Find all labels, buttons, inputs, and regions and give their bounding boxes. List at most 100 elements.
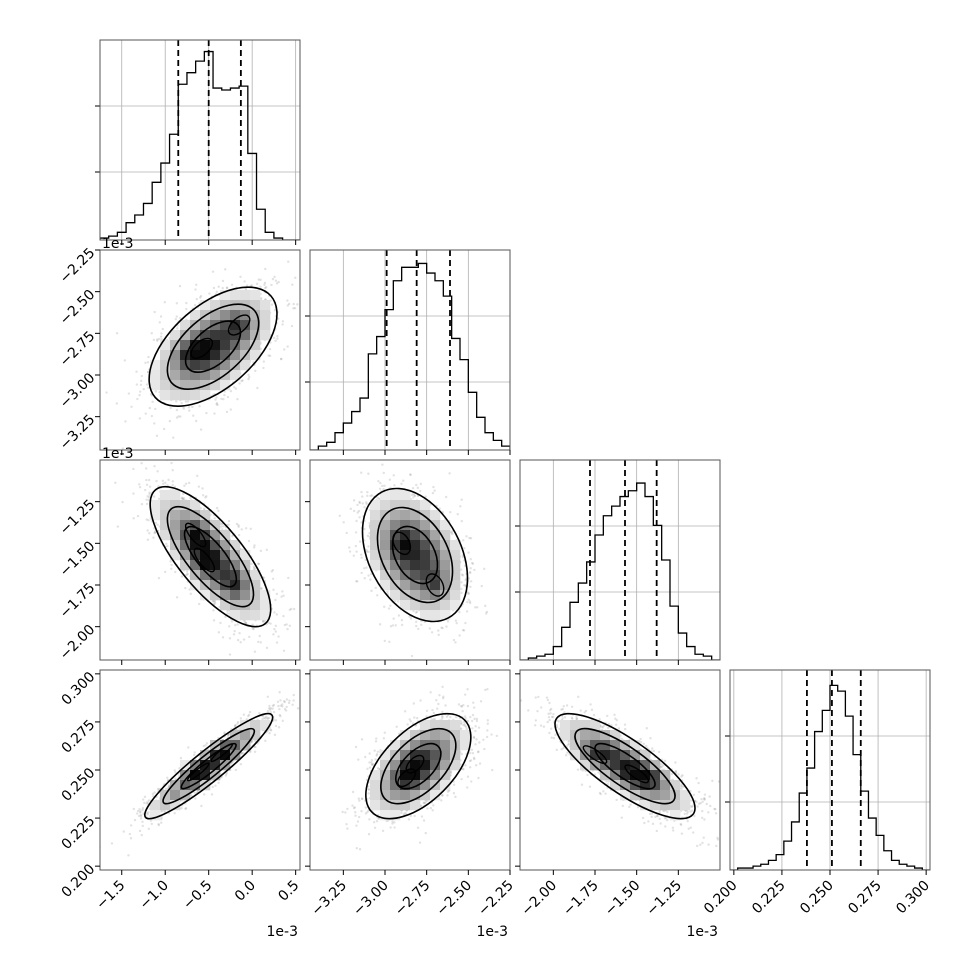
sample-point (145, 479, 147, 481)
sample-point (273, 337, 275, 339)
sample-point (155, 522, 157, 524)
sample-point (147, 361, 149, 363)
sample-point (400, 483, 402, 485)
sample-point (145, 498, 147, 500)
sample-point (223, 394, 225, 396)
sample-point (116, 332, 118, 334)
sample-point (275, 665, 277, 667)
sample-point (315, 334, 317, 336)
sample-point (144, 362, 146, 364)
sample-point (388, 641, 390, 643)
sample-point (213, 619, 215, 621)
sample-point (432, 492, 434, 494)
sample-point (286, 628, 288, 630)
sample-point (283, 650, 285, 652)
sample-point (274, 309, 276, 311)
sample-point (202, 494, 204, 496)
sample-point (218, 286, 220, 288)
sample-point (365, 567, 367, 569)
sample-point (196, 475, 198, 477)
sample-point (355, 520, 357, 522)
sample-point (460, 592, 462, 594)
density-cell (210, 550, 220, 560)
sample-point (349, 550, 351, 552)
sample-point (237, 623, 239, 625)
sample-point (153, 339, 155, 341)
sample-point (222, 525, 224, 527)
sample-point (237, 526, 239, 528)
sample-point (469, 602, 471, 604)
sample-point (355, 545, 357, 547)
sample-point (229, 637, 231, 639)
sample-point (152, 536, 154, 538)
sample-point (151, 415, 153, 417)
density-cell (160, 500, 170, 510)
panel-content (105, 261, 323, 450)
sample-point (185, 302, 187, 304)
sample-point (140, 462, 142, 464)
sample-point (203, 508, 205, 510)
sample-point (222, 280, 224, 282)
sample-point (359, 540, 361, 542)
sample-point (379, 488, 381, 490)
sample-point (262, 367, 264, 369)
panel-frame (520, 460, 720, 660)
sample-point (411, 655, 413, 657)
sample-point (146, 495, 148, 497)
sample-point (200, 428, 202, 430)
density-cell (240, 590, 250, 600)
sample-point (199, 296, 201, 298)
sample-point (449, 511, 451, 513)
density-cell (160, 490, 170, 500)
density-cell (210, 350, 220, 360)
sample-point (281, 323, 283, 325)
sample-point (238, 382, 240, 384)
sample-point (275, 630, 277, 632)
sample-point (296, 303, 298, 305)
sample-point (411, 494, 413, 496)
histogram-panel-0 (95, 40, 300, 240)
sample-point (164, 301, 166, 303)
sample-point (412, 487, 414, 489)
density-cell (180, 390, 190, 400)
sample-point (146, 503, 148, 505)
histogram-step (100, 52, 300, 240)
sample-point (218, 631, 220, 633)
density-cell (230, 350, 240, 360)
sample-point (433, 489, 435, 491)
sample-point (205, 412, 207, 414)
sample-point (140, 380, 142, 382)
sample-point (256, 387, 258, 389)
sample-point (185, 400, 187, 402)
sample-point (272, 589, 274, 591)
sample-point (183, 485, 185, 487)
sample-point (164, 571, 166, 573)
sample-point (274, 340, 276, 342)
sample-point (281, 590, 283, 592)
sample-point (165, 543, 167, 545)
sample-point (153, 422, 155, 424)
sample-point (265, 286, 267, 288)
sample-point (353, 510, 355, 512)
sample-point (458, 611, 460, 613)
density-cell (180, 510, 190, 520)
sample-point (253, 565, 255, 567)
sample-point (367, 545, 369, 547)
sample-point (182, 498, 184, 500)
density-cell (160, 390, 170, 400)
sample-point (276, 641, 278, 643)
sample-point (220, 523, 222, 525)
sample-point (381, 464, 383, 466)
sample-point (141, 375, 143, 377)
density-cell (220, 570, 230, 580)
density-cell (240, 340, 250, 350)
sample-point (143, 388, 145, 390)
sample-point (273, 276, 275, 278)
density-cell (230, 290, 240, 300)
sample-point (356, 504, 358, 506)
sample-point (269, 355, 271, 357)
sample-point (369, 578, 371, 580)
density-cell (210, 580, 220, 590)
sample-point (243, 280, 245, 282)
sample-point (195, 420, 197, 422)
